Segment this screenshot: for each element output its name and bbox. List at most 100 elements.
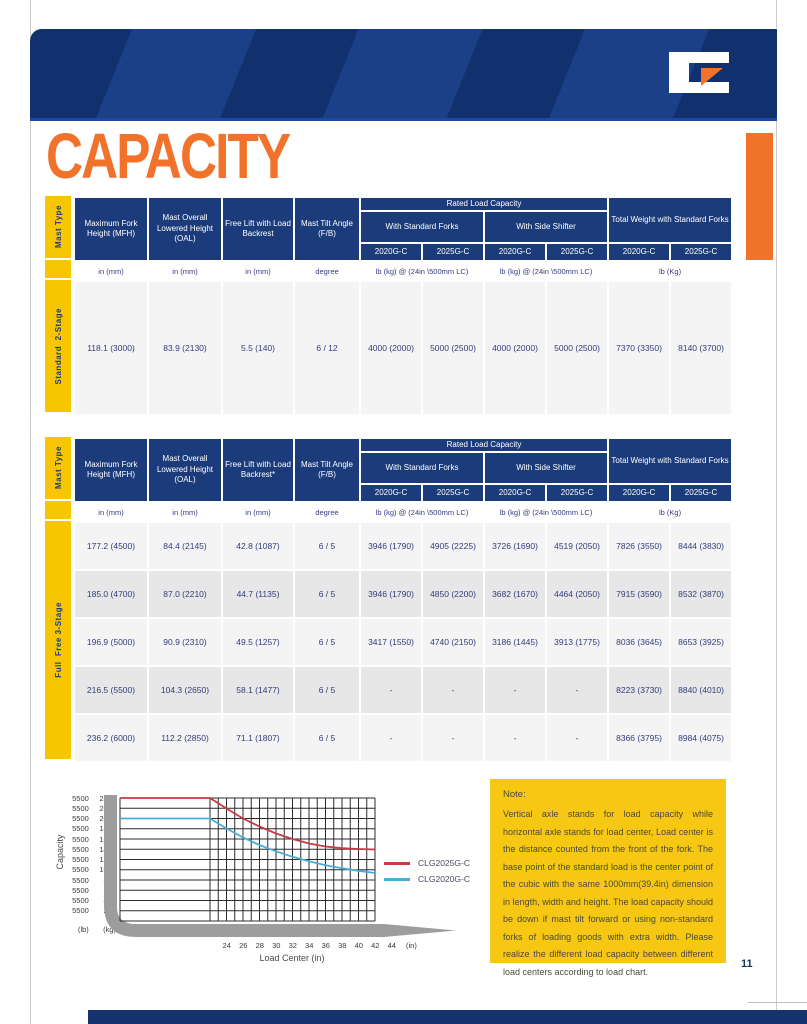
table-cell: 8223 (3730): [607, 665, 672, 715]
table-cell: 7826 (3550): [607, 521, 672, 571]
table-cell: 49.5 (1257): [221, 617, 295, 667]
table-cell: 7370 (3350): [607, 280, 672, 416]
mast-type-label: Mast Type: [45, 437, 71, 499]
table-cell: -: [359, 713, 423, 763]
table-cell: -: [544, 665, 610, 715]
note-box: Note: Vertical axle stands for load capa…: [490, 779, 726, 977]
table-cell: 84.4 (2145): [147, 521, 223, 571]
header-band: [30, 28, 777, 121]
model-header: 2025G-C: [544, 242, 610, 262]
spec-table: Maximum Fork Height (MFH) Mast Overall L…: [73, 437, 734, 763]
col-header-tilt: Mast Tilt Angle (F/B): [293, 437, 361, 503]
legend-swatch-red: [384, 861, 410, 865]
table-cell: 8840 (4010): [669, 665, 734, 715]
col-header-total-weight: Total Weight with Standard Forks: [607, 196, 734, 244]
table-cell: 4519 (2050): [544, 521, 610, 571]
table-cell: 8653 (3925): [669, 617, 734, 667]
unit-cell: in (mm): [73, 501, 149, 523]
unit-cell: degree: [293, 501, 361, 523]
fork-graphic-icon: [104, 795, 456, 937]
x-tick: 40: [354, 941, 363, 950]
y-axis-units: (lb) (kg): [77, 925, 116, 934]
x-axis-unit: (in): [406, 941, 417, 950]
mast-type-value: Standard 2-Stage: [45, 280, 71, 412]
unit-cell: in (mm): [147, 260, 223, 282]
x-tick: 36: [321, 941, 330, 950]
spec-table: Maximum Fork Height (MFH) Mast Overall L…: [73, 196, 734, 416]
table-cell: -: [544, 713, 610, 763]
legend-swatch-blue: [384, 877, 410, 881]
table-row: 216.5 (5500) 104.3 (2650) 58.1 (1477) 6 / …: [73, 665, 734, 715]
unit-cell: in (mm): [73, 260, 149, 282]
table-cell: 112.2 (2850): [147, 713, 223, 763]
liugong-logo-icon: [669, 52, 729, 93]
table-cell: 3913 (1775): [544, 617, 610, 667]
col-header-std-forks: With Standard Forks: [359, 451, 485, 485]
table-cell: 87.0 (2210): [147, 569, 223, 619]
legend-item: CLG2020G-C: [384, 871, 470, 887]
model-header: 2025G-C: [421, 483, 485, 503]
table-cell: -: [483, 713, 547, 763]
table-cell: 4740 (2150): [421, 617, 485, 667]
table-cell: 42.8 (1087): [221, 521, 295, 571]
unit-cell: in (mm): [147, 501, 223, 523]
table-cell: 104.3 (2650): [147, 665, 223, 715]
table-cell: -: [421, 713, 485, 763]
orange-accent-bar: [746, 133, 773, 260]
capacity-table-full-free-3stage: Mast Type Full Free 3-Stage Maximum Fork…: [45, 437, 734, 763]
table-row: 118.1 (3000) 83.9 (2130) 5.5 (140) 6 / 12 …: [73, 280, 734, 416]
table-cell: 90.9 (2310): [147, 617, 223, 667]
table-cell: -: [359, 665, 423, 715]
legend-item: CLG2025G-C: [384, 855, 470, 871]
table-cell: 5.5 (140): [221, 280, 295, 416]
page-title: CAPACITY: [46, 121, 291, 192]
page-number: 11: [741, 958, 753, 970]
table-cell: 4905 (2225): [421, 521, 485, 571]
col-header-side-shifter: With Side Shifter: [482, 451, 610, 485]
table-cell: -: [421, 665, 485, 715]
table-cell: 236.2 (6000): [73, 713, 149, 763]
col-header-mast-overall: Mast Overall Lowered Height (OAL): [147, 437, 223, 503]
x-axis-title: Load Center (in): [259, 953, 325, 963]
table-cell: 5000 (2500): [544, 280, 610, 416]
x-tick: 38: [338, 941, 347, 950]
table-cell: 71.1 (1807): [221, 713, 295, 763]
table-cell: 196.9 (5000): [73, 617, 149, 667]
x-tick: 24: [222, 941, 231, 950]
col-header-free-lift: Free Lift with Load Backrest: [221, 196, 295, 262]
table-cell: 185.0 (4700): [73, 569, 149, 619]
col-header-total-weight: Total Weight with Standard Forks: [607, 437, 734, 485]
table-cell: 8984 (4075): [669, 713, 734, 763]
table-cell: 7915 (3590): [607, 569, 672, 619]
load-capacity-chart: Capacity 5500 2500 5500 2300 5500 2000 5…: [52, 785, 472, 969]
model-header: 2020G-C: [483, 483, 547, 503]
side-label-column: Mast Type Standard 2-Stage: [45, 196, 71, 414]
table-row: 185.0 (4700) 87.0 (2210) 44.7 (1135) 6 / 5…: [73, 569, 734, 619]
model-header: 2025G-C: [544, 483, 610, 503]
unit-cell: lb (Kg): [607, 260, 734, 282]
side-label-spacer: [45, 501, 71, 519]
model-header: 2020G-C: [359, 242, 423, 262]
note-title: Note:: [503, 789, 526, 800]
side-label-spacer: [45, 260, 71, 278]
series-clg2020: [120, 817, 376, 874]
table-cell: 6 / 5: [293, 713, 361, 763]
table-cell: 3946 (1790): [359, 569, 423, 619]
page-frame-right: [776, 0, 777, 1024]
table-cell: 83.9 (2130): [147, 280, 223, 416]
col-header-tilt: Mast Tilt Angle (F/B): [293, 196, 361, 262]
model-header: 2020G-C: [483, 242, 547, 262]
table-row: 177.2 (4500) 84.4 (2145) 42.8 (1087) 6 / 5…: [73, 521, 734, 571]
col-header-free-lift: Free Lift with Load Backrest*: [221, 437, 295, 503]
table-row: 236.2 (6000) 112.2 (2850) 71.1 (1807) 6 / …: [73, 713, 734, 763]
table-cell: 58.1 (1477): [221, 665, 295, 715]
table-cell: 4850 (2200): [421, 569, 485, 619]
col-header-side-shifter: With Side Shifter: [482, 210, 610, 244]
col-header-max-fork: Maximum Fork Height (MFH): [73, 437, 149, 503]
table-cell: 3726 (1690): [483, 521, 547, 571]
table-cell: 5000 (2500): [421, 280, 485, 416]
col-header-rated: Rated Load Capacity: [358, 196, 610, 212]
table-cell: 8140 (3700): [669, 280, 734, 416]
model-header: 2020G-C: [607, 242, 672, 262]
table-cell: 8036 (3645): [607, 617, 672, 667]
